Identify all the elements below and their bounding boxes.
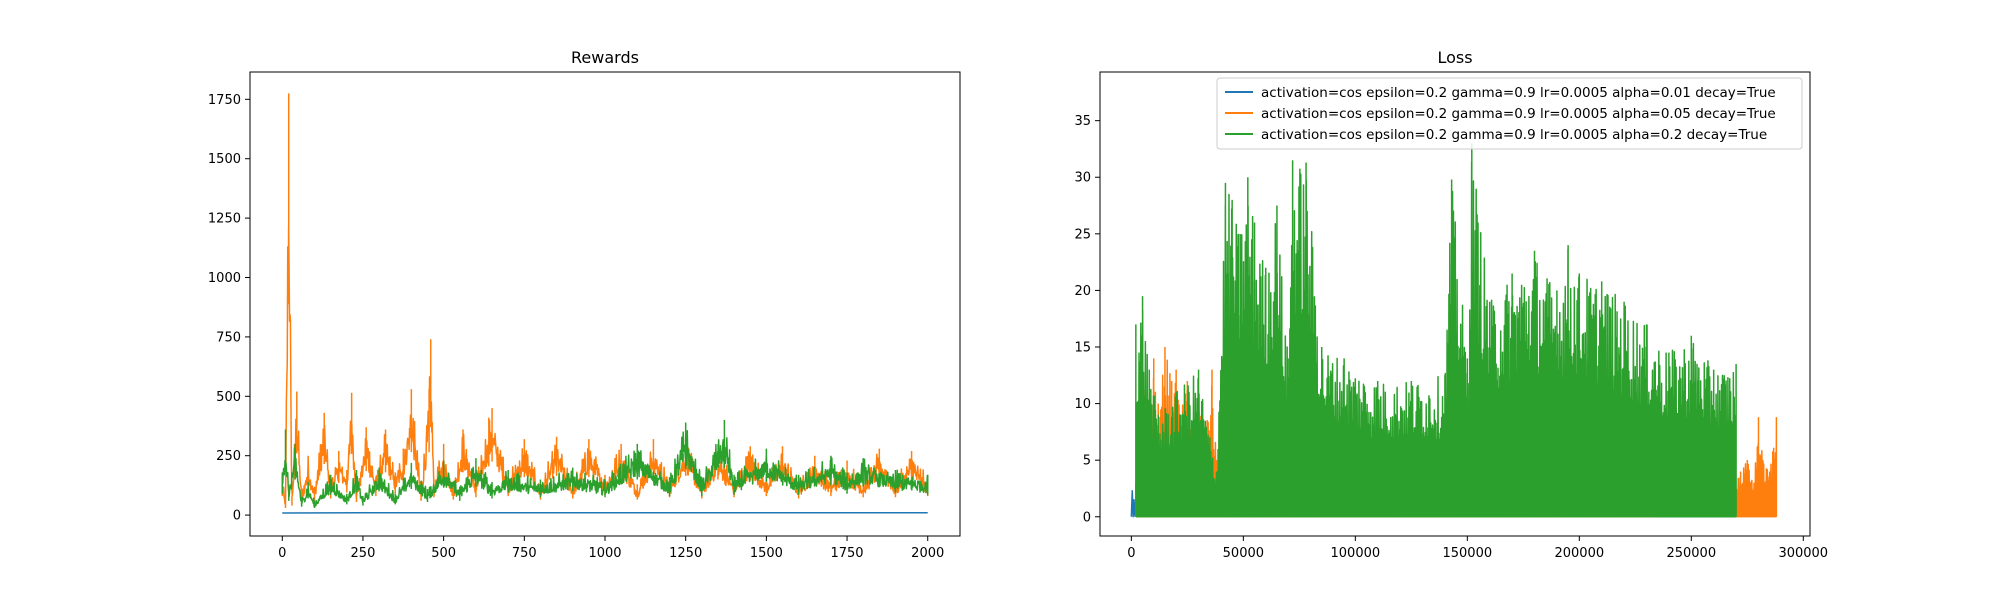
legend: activation=cos epsilon=0.2 gamma=0.9 lr=…	[1216, 77, 1803, 150]
x-tick-label: 1000	[588, 546, 621, 561]
y-tick-label: 1750	[208, 93, 241, 108]
y-tick-label: 5	[1083, 454, 1091, 469]
x-tick-label: 1750	[830, 546, 863, 561]
y-tick-label: 500	[216, 390, 241, 405]
y-tick-label: 25	[1074, 227, 1091, 242]
legend-entry: activation=cos epsilon=0.2 gamma=0.9 lr=…	[1261, 85, 1776, 101]
chart-title: Loss	[1437, 48, 1472, 67]
axes-frame	[249, 71, 961, 537]
series-line-2	[1135, 143, 1737, 518]
y-tick-label: 35	[1074, 114, 1091, 129]
y-tick-label: 1500	[208, 152, 241, 167]
x-tick-label: 100000	[1331, 546, 1381, 561]
y-tick-label: 0	[1083, 510, 1091, 525]
x-tick-label: 1500	[750, 546, 783, 561]
series-line-0	[1130, 489, 1136, 518]
x-tick-label: 150000	[1442, 546, 1492, 561]
y-tick-label: 1250	[208, 212, 241, 227]
x-tick-label: 0	[278, 546, 286, 561]
x-tick-label: 0	[1127, 546, 1135, 561]
y-tick-label: 30	[1074, 171, 1091, 186]
y-tick-label: 0	[233, 509, 241, 524]
y-tick-label: 1000	[208, 271, 241, 286]
axes-frame	[1099, 71, 1811, 537]
x-tick-label: 250	[351, 546, 376, 561]
loss-chart: Loss 0 50000 100000 150000 200000 250000 300000…	[1074, 48, 1828, 561]
y-tick-label: 750	[216, 330, 241, 345]
y-tick-label: 10	[1074, 397, 1091, 412]
legend-entry: activation=cos epsilon=0.2 gamma=0.9 lr=…	[1261, 127, 1767, 143]
rewards-chart: Rewards 0 250 500 750 1000 1250 1500 1750 2000 0 25…	[208, 48, 961, 561]
x-tick-label: 1250	[669, 546, 702, 561]
y-tick-label: 250	[216, 449, 241, 464]
series-line-2	[281, 420, 929, 508]
x-tick-label: 300000	[1778, 546, 1828, 561]
x-tick-label: 500	[431, 546, 456, 561]
series-line-1	[281, 93, 929, 508]
chart-title: Rewards	[571, 48, 639, 67]
y-tick-label: 20	[1074, 284, 1091, 299]
x-tick-label: 200000	[1554, 546, 1604, 561]
x-tick-label: 50000	[1223, 546, 1264, 561]
x-tick-label: 750	[512, 546, 537, 561]
x-tick-label: 250000	[1666, 546, 1716, 561]
legend-entry: activation=cos epsilon=0.2 gamma=0.9 lr=…	[1261, 106, 1776, 122]
y-tick-label: 15	[1074, 341, 1091, 356]
x-tick-label: 2000	[911, 546, 944, 561]
